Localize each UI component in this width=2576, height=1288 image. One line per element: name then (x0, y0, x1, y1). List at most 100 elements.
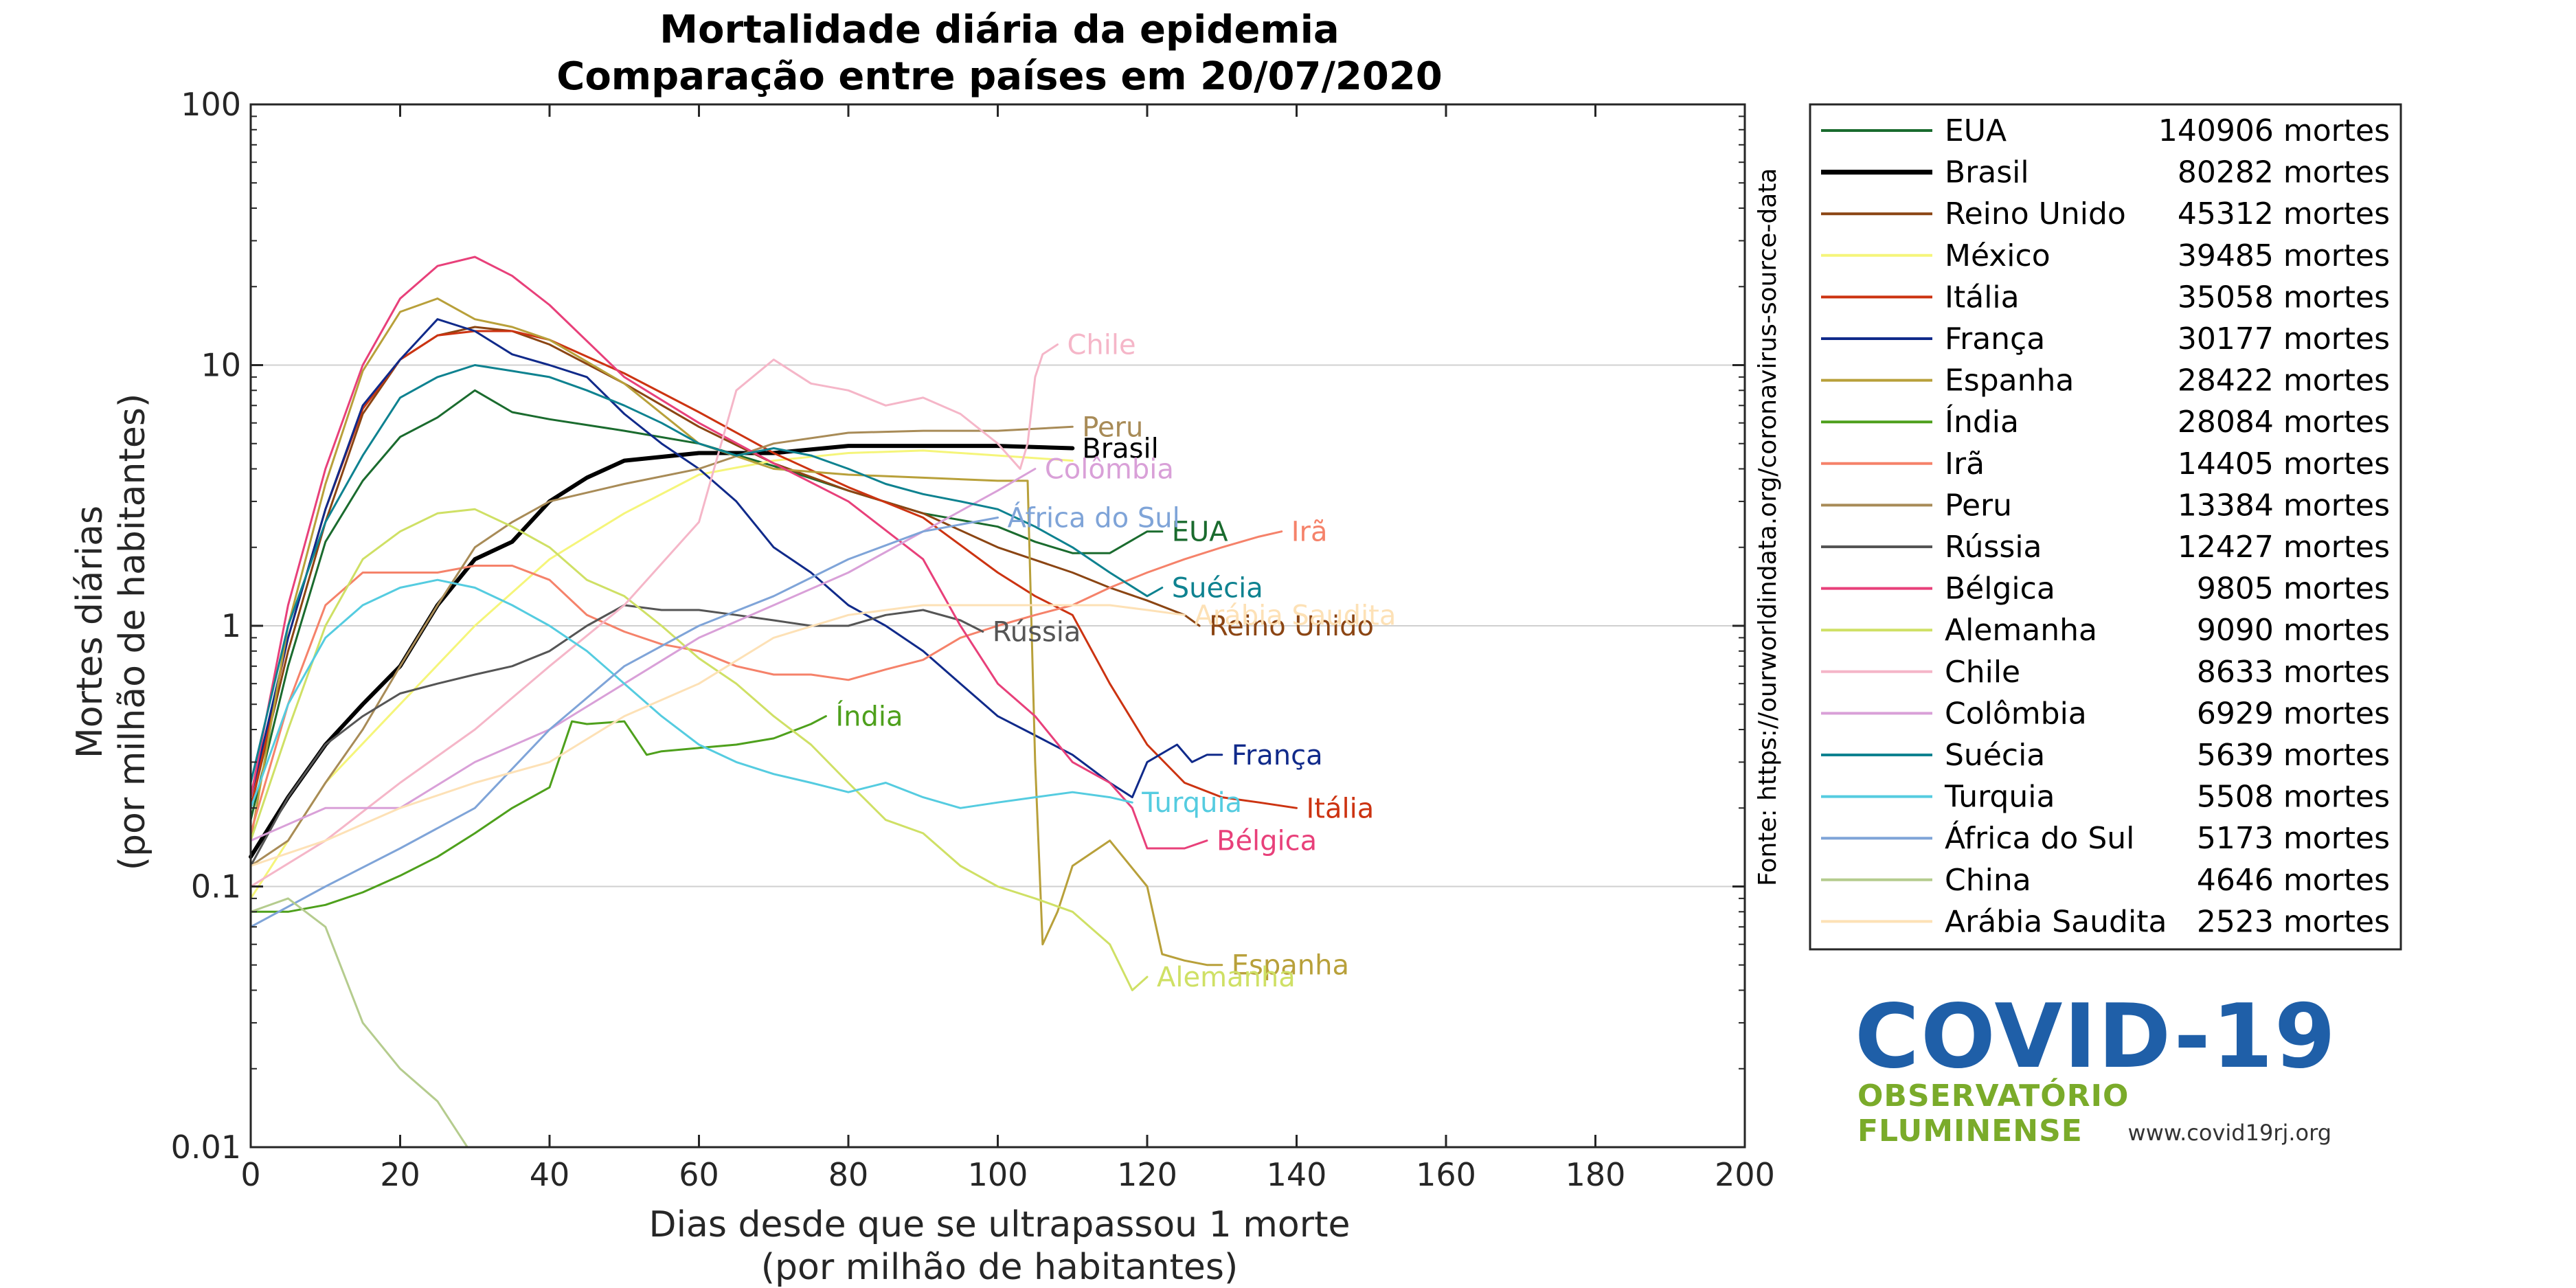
legend-value: 80282 mortes (2178, 155, 2390, 190)
series-line-8 (249, 530, 1283, 835)
x-tick-label: 200 (1715, 1156, 1775, 1193)
chart-subtitle: Comparação entre países em 20/07/2020 (556, 54, 1443, 99)
legend-name: Reino Unido (1945, 196, 2126, 231)
legend-value: 12427 mortes (2178, 530, 2390, 565)
legend-box (1809, 103, 2402, 951)
legend-value: 5639 mortes (2197, 738, 2390, 773)
legend-value: 39485 mortes (2178, 238, 2390, 273)
series-label-4: Itália (1307, 793, 1375, 824)
legend-value: 6929 mortes (2197, 696, 2390, 731)
series-line-4 (249, 330, 1298, 809)
legend-value: 35058 mortes (2178, 280, 2390, 315)
x-tick-label: 140 (1267, 1156, 1327, 1193)
legend-value: 28422 mortes (2178, 363, 2390, 398)
series-line-7 (249, 715, 827, 913)
series-label-2: Reino Unido (1209, 611, 1374, 642)
series-label-10: Rússia (993, 616, 1081, 648)
legend-value: 30177 mortes (2178, 321, 2390, 357)
series-labels: EUA Brasil Reino Unido Itália França Espanha Í… (835, 329, 1396, 993)
legend-value: 5508 mortes (2197, 780, 2390, 815)
series-label-11: Bélgica (1217, 826, 1317, 857)
legend-name: Turquia (1944, 780, 2055, 815)
source-note: Fonte: https://ourworldindata.org/corona… (1754, 168, 1782, 886)
x-axis-label-2: (por milhão de habitantes) (761, 1247, 1239, 1288)
series-label-12: Alemanha (1157, 962, 1296, 993)
series-label-7: Índia (835, 700, 903, 733)
legend-name: Alemanha (1945, 613, 2097, 648)
legend-name: Arábia Saudita (1945, 904, 2167, 939)
series-line-18 (249, 897, 468, 1149)
legend-value: 13384 mortes (2178, 488, 2390, 523)
series-label-5: França (1232, 740, 1323, 771)
legend-name: Bélgica (1945, 572, 2055, 607)
y-axis-label-2: (por milhão de habitantes) (112, 394, 153, 871)
covid-logo: COVID-19 OBSERVATÓRIO FLUMINENSE www.cov… (1855, 989, 2349, 1161)
legend-value: 45312 mortes (2178, 196, 2390, 231)
series-line-15 (249, 364, 1164, 784)
x-tick-label: 40 (530, 1156, 570, 1193)
legend-value: 4646 mortes (2197, 863, 2390, 898)
series-line-9 (249, 425, 1074, 867)
series-label-19: Arábia Saudita (1194, 600, 1396, 631)
legend-value: 14405 mortes (2178, 447, 2390, 482)
series-label-6: Espanha (1232, 950, 1349, 982)
x-tick-label: 160 (1416, 1156, 1476, 1193)
x-tick-label: 180 (1566, 1156, 1626, 1193)
series-line-11 (249, 256, 1208, 850)
series-line-6 (249, 297, 1223, 967)
legend: EUA 140906 mortes Brasil 80282 mortes Reino … (1809, 103, 2402, 951)
legend-value: 2523 mortes (2197, 904, 2390, 939)
series-label-8: Irã (1291, 517, 1328, 548)
series-line-5 (249, 318, 1223, 799)
series-label-16: Turquia (1141, 787, 1242, 819)
legend-value: 140906 mortes (2158, 113, 2390, 148)
logo-url: www.covid19rj.org (2127, 1120, 2331, 1146)
series-line-10 (249, 604, 984, 867)
legend-value: 8633 mortes (2197, 655, 2390, 690)
legend-name: México (1945, 238, 2050, 273)
legend-name: Itália (1945, 280, 2020, 315)
plot-series (249, 256, 1298, 1149)
legend-name: Espanha (1945, 363, 2074, 398)
series-line-3 (249, 449, 1074, 900)
legend-name: Rússia (1945, 530, 2042, 565)
series-label-9: Peru (1082, 411, 1143, 443)
legend-value: 9805 mortes (2197, 572, 2390, 607)
series-label-15: Suécia (1172, 573, 1263, 605)
series-line-14 (249, 468, 1037, 842)
chart-title: Mortalidade diária da epidemia (659, 8, 1339, 52)
series-label-0: EUA (1172, 517, 1229, 548)
legend-name: Colômbia (1945, 696, 2087, 731)
x-tick-label: 80 (828, 1156, 869, 1193)
y-tick-label: 0.01 (171, 1129, 241, 1166)
legend-name: Irã (1945, 447, 1985, 482)
legend-name: Índia (1945, 403, 2019, 440)
x-tick-label: 20 (380, 1156, 420, 1193)
logo-subtitle: OBSERVATÓRIO FLUMINENSE (1857, 1078, 2129, 1149)
series-label-17: África do Sul (1008, 501, 1180, 534)
y-tick-label: 10 (201, 347, 241, 384)
series-label-13: Chile (1067, 329, 1136, 361)
y-tick-label: 1 (221, 607, 241, 644)
legend-name: Suécia (1945, 738, 2045, 773)
legend-name: África do Sul (1945, 820, 2134, 856)
x-tick-label: 120 (1117, 1156, 1177, 1193)
axes: 0 20 40 60 80 100 120 140 160 180 200 0.01 0.1 1 10 100 (171, 86, 1775, 1193)
series-line-16 (249, 578, 1133, 809)
series-line-0 (249, 389, 1164, 822)
legend-name: Brasil (1945, 155, 2029, 190)
x-tick-label: 60 (679, 1156, 719, 1193)
series-line-17 (249, 517, 999, 928)
series-line-19 (249, 604, 1186, 867)
legend-name: EUA (1945, 113, 2007, 148)
legend-name: China (1945, 863, 2031, 898)
y-tick-label: 0.1 (191, 868, 241, 905)
series-line-2 (249, 326, 1201, 809)
legend-value: 28084 mortes (2178, 405, 2390, 440)
legend-name: França (1945, 321, 2045, 357)
series-label-1: Brasil (1082, 433, 1158, 464)
series-line-1 (249, 444, 1075, 859)
legend-value: 5173 mortes (2197, 821, 2390, 856)
series-label-14: Colômbia (1045, 454, 1174, 486)
